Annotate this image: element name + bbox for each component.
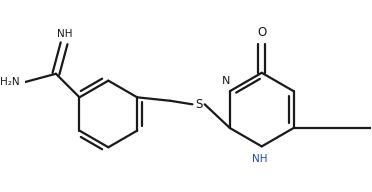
Text: N: N [222,76,231,86]
Text: H₂N: H₂N [0,77,19,87]
Text: O: O [257,26,266,39]
Text: NH: NH [252,154,268,164]
Text: S: S [195,98,202,111]
Text: NH: NH [57,29,73,39]
